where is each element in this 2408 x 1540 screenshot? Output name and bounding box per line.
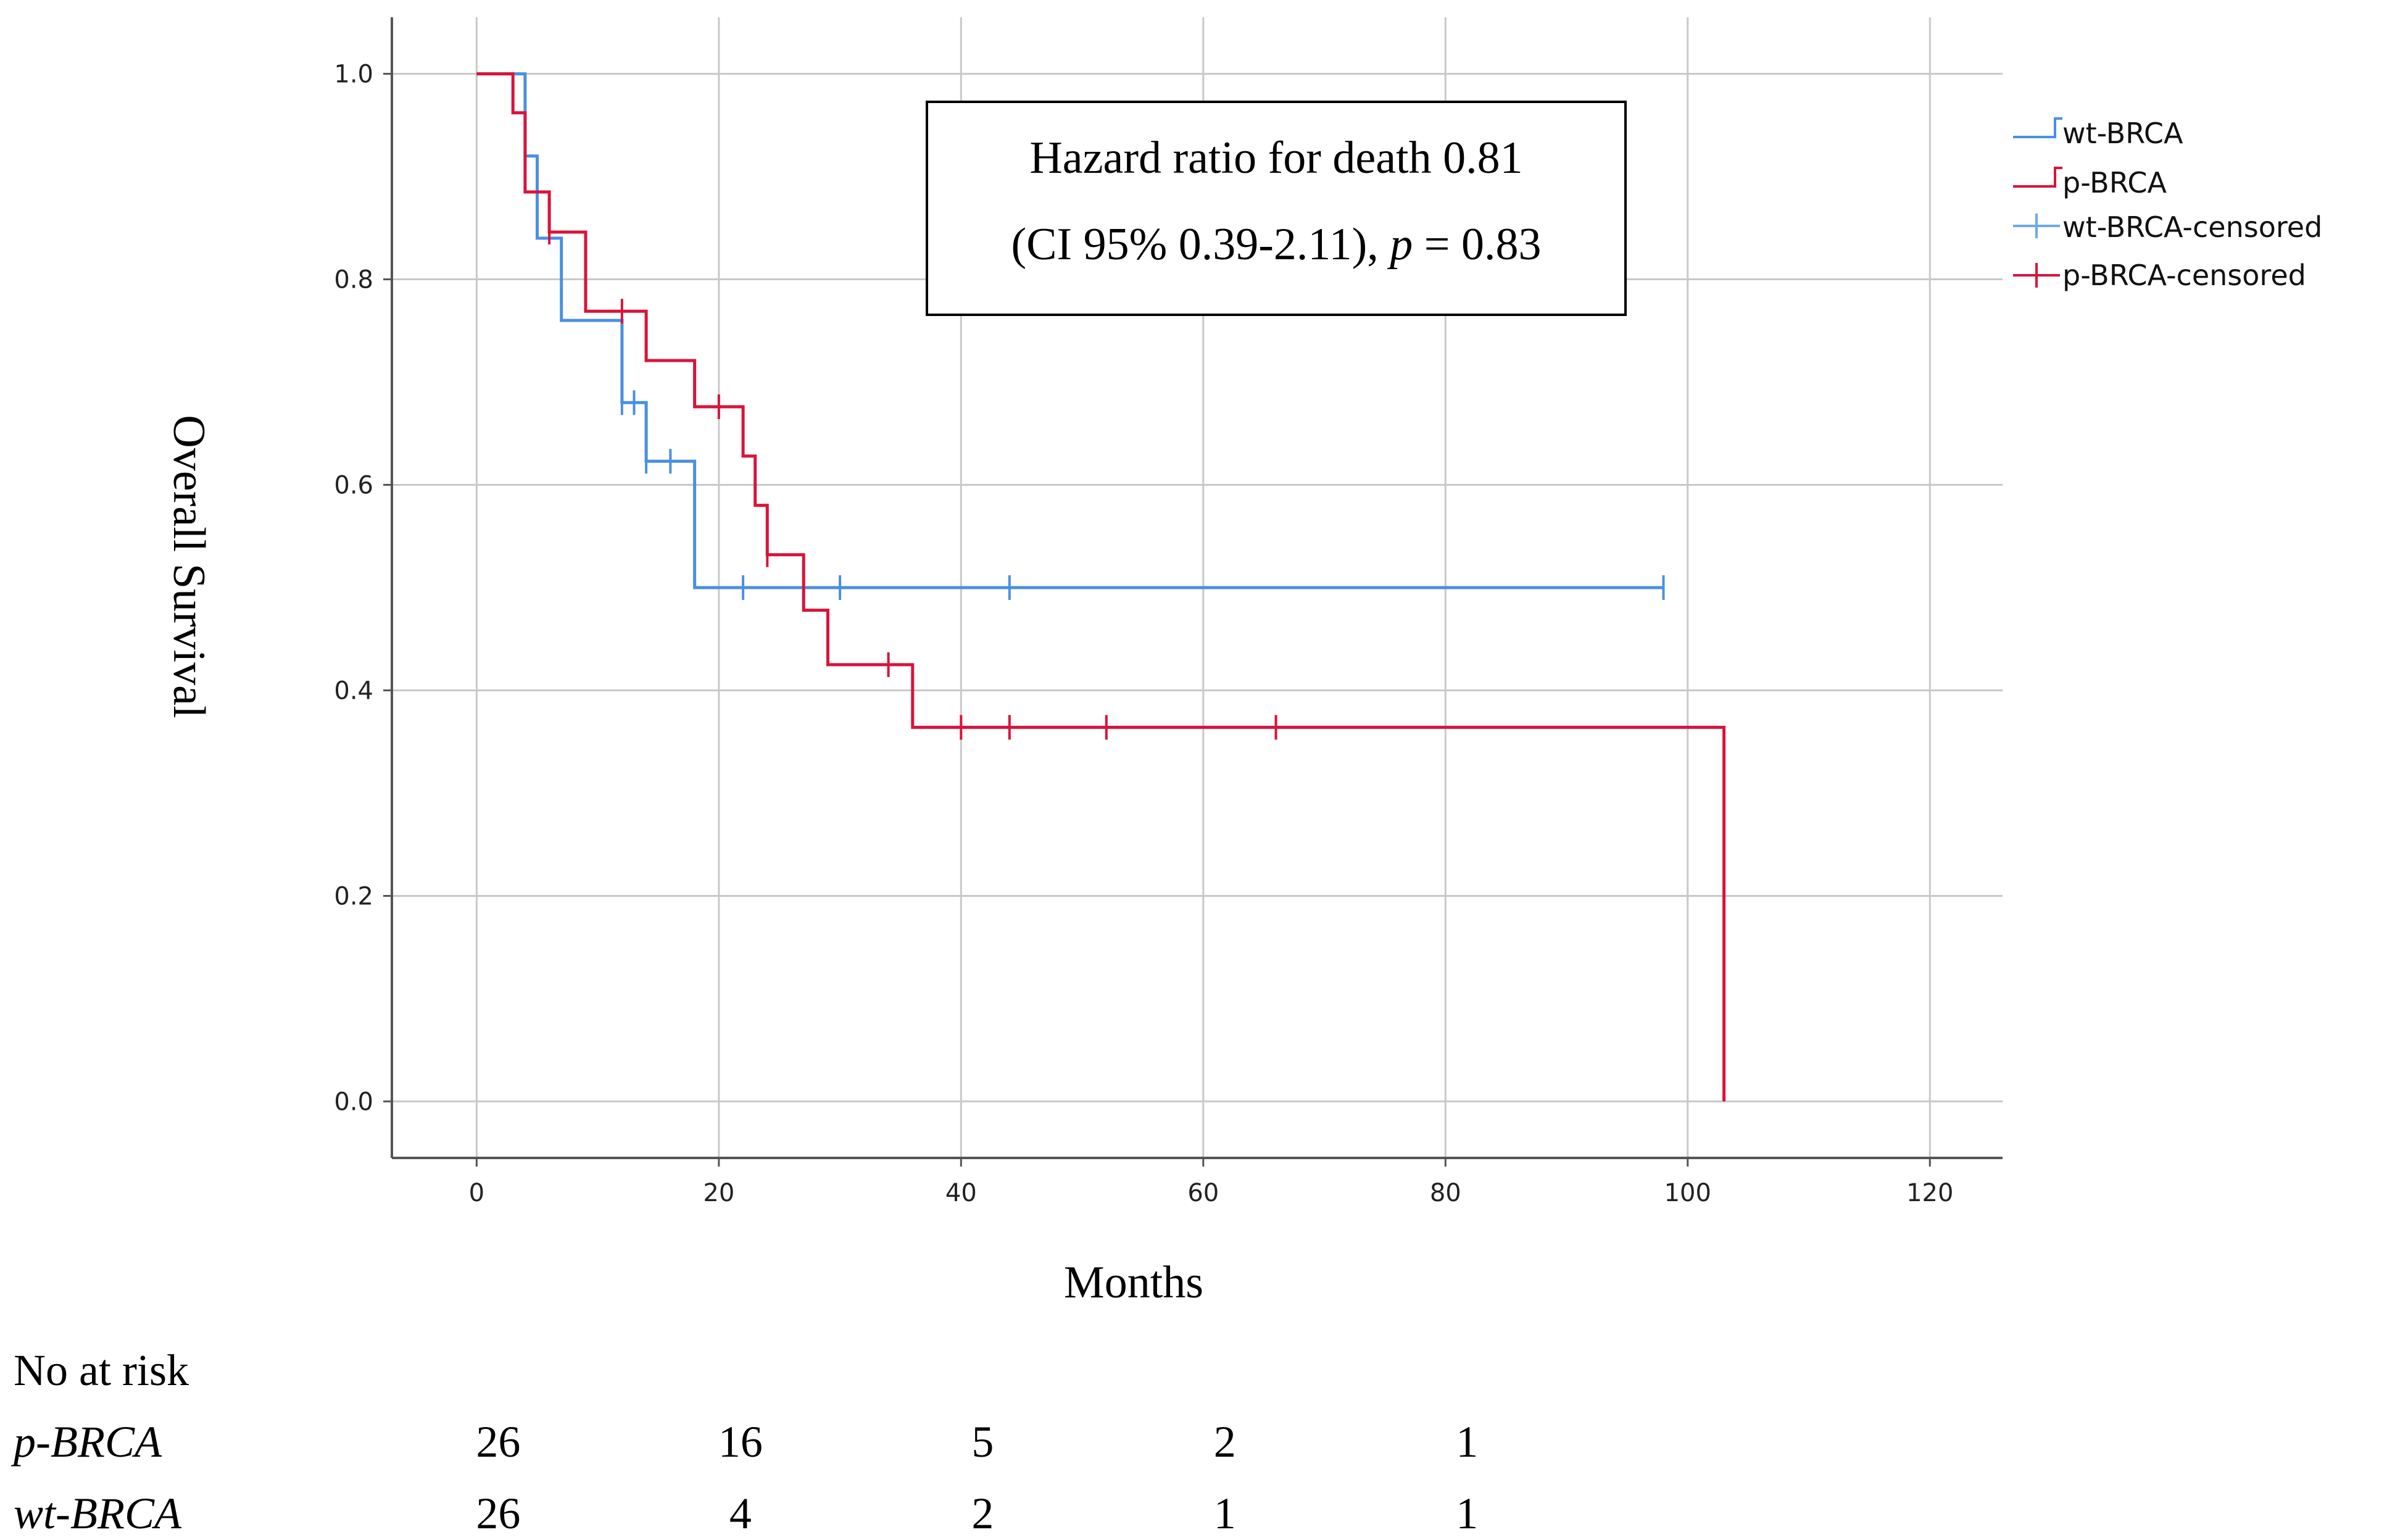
annotation-line-2: (CI 95% 0.39-2.11), p = 0.83 bbox=[1011, 219, 1541, 270]
risk-row-label-p-brca: p-BRCA bbox=[10, 1417, 162, 1467]
legend-label-p-brca: p-BRCA bbox=[2062, 166, 2167, 199]
legend-label-wt-brca-censored: wt-BRCA-censored bbox=[2062, 210, 2322, 244]
legend-label-p-brca-censored: p-BRCA-censored bbox=[2062, 259, 2306, 292]
series-p-brca bbox=[476, 72, 1726, 1102]
y-axis-title: Overall Survival bbox=[164, 415, 214, 718]
x-tick-label-0: 0 bbox=[469, 1179, 484, 1207]
risk-value-p-brca-0: 26 bbox=[476, 1417, 520, 1467]
risk-row-label-wt-brca: wt-BRCA bbox=[14, 1489, 182, 1538]
y-tick-label-5: 1.0 bbox=[334, 60, 373, 89]
legend-swatch-p-brca-censored bbox=[2013, 263, 2060, 288]
x-tick-label-6: 120 bbox=[1906, 1179, 1953, 1207]
risk-value-wt-brca-0: 26 bbox=[476, 1489, 520, 1538]
x-tick-label-2: 40 bbox=[945, 1179, 977, 1207]
legend-label-wt-brca: wt-BRCA bbox=[2062, 117, 2183, 150]
x-tick-label-5: 100 bbox=[1664, 1179, 1711, 1207]
annotation-box bbox=[926, 101, 1627, 316]
y-tick-label-0: 0.0 bbox=[334, 1088, 373, 1116]
legend: wt-BRCA p-BRCA wt-BRCA-censored p-BRCA-c… bbox=[2013, 117, 2322, 292]
x-tick-label-1: 20 bbox=[703, 1179, 734, 1207]
risk-value-p-brca-20: 16 bbox=[718, 1417, 763, 1467]
risk-values: 26 16 5 2 1 26 4 2 1 1 bbox=[476, 1417, 1478, 1538]
legend-item-p-brca-censored: p-BRCA-censored bbox=[2013, 259, 2306, 292]
risk-value-wt-brca-60: 1 bbox=[1214, 1489, 1236, 1538]
legend-item-p-brca: p-BRCA bbox=[2013, 166, 2167, 199]
annotation-line-1: Hazard ratio for death 0.81 bbox=[1029, 133, 1522, 183]
y-tick-label-3: 0.6 bbox=[334, 472, 373, 500]
risk-value-wt-brca-80: 1 bbox=[1456, 1489, 1478, 1538]
hazard-ratio-annotation: Hazard ratio for death 0.81 (CI 95% 0.39… bbox=[926, 101, 1627, 316]
risk-value-p-brca-40: 5 bbox=[971, 1417, 994, 1467]
x-tick-label-4: 80 bbox=[1430, 1179, 1461, 1207]
x-axis-title: Months bbox=[1064, 1257, 1203, 1308]
risk-table-title: No at risk bbox=[14, 1346, 189, 1395]
legend-item-wt-brca: wt-BRCA bbox=[2013, 117, 2183, 150]
y-tick-label-2: 0.4 bbox=[334, 676, 373, 705]
legend-item-wt-brca-censored: wt-BRCA-censored bbox=[2013, 210, 2322, 244]
risk-value-wt-brca-40: 2 bbox=[971, 1489, 994, 1538]
risk-value-p-brca-60: 2 bbox=[1214, 1417, 1236, 1467]
risk-table: No at risk p-BRCA wt-BRCA 26 16 5 2 1 26 4 2 1 1 bbox=[10, 1346, 1478, 1538]
legend-swatch-wt-brca-censored bbox=[2013, 214, 2060, 238]
survival-step-line-wt-brca bbox=[476, 72, 1664, 589]
risk-value-p-brca-80: 1 bbox=[1456, 1417, 1478, 1467]
series-wt-brca bbox=[476, 72, 1665, 600]
legend-swatch-p-brca bbox=[2013, 167, 2062, 188]
y-tick-label-4: 0.8 bbox=[334, 266, 373, 294]
legend-swatch-wt-brca bbox=[2013, 117, 2062, 138]
tick-labels: 0 20 40 60 80 100 120 0.0 0.2 0.4 0.6 0.8 1.0 bbox=[334, 60, 1953, 1207]
risk-value-wt-brca-20: 4 bbox=[729, 1489, 752, 1538]
axes bbox=[383, 17, 2003, 1167]
x-tick-label-3: 60 bbox=[1187, 1179, 1219, 1207]
survival-curves bbox=[476, 72, 1726, 1102]
y-tick-label-1: 0.2 bbox=[334, 882, 373, 910]
